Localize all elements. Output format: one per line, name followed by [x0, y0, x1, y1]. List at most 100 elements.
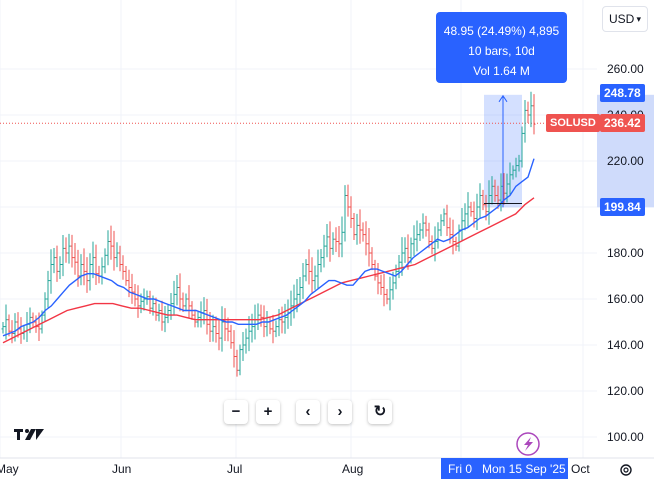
- currency-label: USD: [609, 12, 635, 26]
- reset-chart-button[interactable]: ↻: [368, 400, 392, 424]
- ohlc-bar: [241, 331, 245, 361]
- y-tick-label: 100.00: [607, 430, 644, 444]
- ohlc-bar: [298, 277, 302, 304]
- ohlc-bar: [466, 192, 470, 227]
- ohlc-bar: [166, 304, 170, 324]
- ohlc-bar: [412, 225, 416, 256]
- grid-lines: [0, 0, 654, 459]
- measure-tooltip: 48.95 (24.49%) 4,895 10 bars, 10d Vol 1.…: [436, 12, 567, 83]
- measure-arrow-head: [498, 94, 508, 103]
- last-price-label: 236.42: [600, 114, 645, 132]
- ohlc-bar: [328, 221, 332, 262]
- ohlc-bar: [316, 249, 320, 289]
- ohlc-bar: [226, 317, 230, 342]
- zoom-in-button[interactable]: +: [256, 400, 280, 424]
- y-tick-label: 140.00: [607, 338, 644, 352]
- ohlc-bar: [1, 322, 5, 334]
- ohlc-bar: [277, 309, 281, 337]
- ohlc-bar: [142, 288, 146, 311]
- ohlc-bar: [133, 283, 137, 307]
- ohlc-bar: [319, 249, 323, 273]
- ohlc-bar: [67, 233, 71, 264]
- ohlc-bar: [88, 253, 92, 291]
- ohlc-bar: [118, 245, 122, 272]
- currency-selector[interactable]: USD ▾: [602, 6, 648, 32]
- ohlc-bar: [244, 328, 248, 354]
- ohlc-bar: [178, 273, 182, 312]
- slow-moving-average: [2, 197, 535, 344]
- ohlc-bar: [283, 303, 287, 334]
- scroll-right-button[interactable]: ›: [328, 400, 352, 424]
- ohlc-bar: [445, 204, 449, 236]
- ohlc-bar: [421, 213, 425, 239]
- chevron-down-icon: ▾: [636, 14, 641, 24]
- ohlc-bar: [70, 234, 74, 268]
- lightning-icon[interactable]: [516, 432, 540, 456]
- ohlc-bar: [424, 215, 428, 237]
- ohlc-bar: [172, 280, 176, 316]
- ohlc-bar: [136, 285, 140, 318]
- ohlc-bar: [91, 241, 95, 279]
- ohlc-bar: [232, 330, 236, 368]
- ohlc-bar: [358, 209, 362, 244]
- ohlc-bar: [175, 274, 179, 306]
- ohlc-bar: [367, 227, 371, 267]
- ohlc-bar: [442, 208, 446, 227]
- ohlc-bar: [208, 311, 212, 342]
- x-tick-label: May: [0, 462, 19, 476]
- ohlc-bar: [265, 311, 269, 337]
- ohlc-bar: [100, 257, 104, 285]
- ohlc-bar: [55, 245, 59, 282]
- ohlc-bar: [34, 315, 38, 333]
- ohlc-bar: [517, 154, 521, 172]
- ohlc-bar: [487, 180, 491, 225]
- ohlc-bar: [262, 305, 266, 338]
- ohlc-bar: [127, 269, 131, 298]
- ohlc-bar: [307, 249, 311, 285]
- x-tick-label: Aug: [342, 462, 363, 476]
- ohlc-bar: [58, 256, 62, 279]
- ohlc-bar: [397, 255, 401, 279]
- ohlc-bar: [304, 259, 308, 282]
- ohlc-bar: [121, 255, 125, 280]
- ohlc-bar: [292, 284, 296, 319]
- ohlc-bar: [46, 270, 50, 308]
- ohlc-bar: [355, 213, 359, 245]
- ohlc-bar: [250, 313, 254, 343]
- ohlc-bar: [301, 262, 305, 299]
- y-range-highlight: [597, 94, 654, 208]
- ohlc-bar: [214, 316, 218, 343]
- low-price-label: 199.84: [600, 198, 645, 216]
- ohlc-bar: [79, 254, 83, 286]
- ohlc-bar: [325, 224, 329, 258]
- ohlc-bar: [52, 248, 56, 274]
- high-price-label: 248.78: [600, 84, 645, 102]
- x-axis-highlight: [441, 458, 568, 479]
- tooltip-bars: 10 bars, 10d: [468, 44, 535, 58]
- ohlc-bar: [64, 237, 68, 263]
- ohlc-bar: [199, 301, 203, 328]
- ohlc-bar: [154, 297, 158, 321]
- ohlc-bar: [388, 276, 392, 311]
- ohlc-bar: [109, 225, 113, 260]
- ohlc-bar: [346, 184, 350, 217]
- settings-gear-icon[interactable]: [620, 464, 632, 476]
- ohlc-bar: [493, 179, 497, 202]
- ohlc-bar: [385, 289, 389, 305]
- ohlc-bar: [4, 304, 8, 340]
- ohlc-bar: [361, 222, 365, 242]
- zoom-out-button[interactable]: −: [224, 400, 248, 424]
- scroll-left-button[interactable]: ‹: [296, 400, 320, 424]
- y-tick-label: 180.00: [607, 246, 644, 260]
- ohlc-bar: [31, 312, 35, 327]
- ohlc-bar: [334, 227, 338, 252]
- ohlc-bar: [514, 157, 518, 178]
- ohlc-bar: [433, 226, 437, 262]
- ohlc-bar: [475, 193, 479, 230]
- ohlc-bar: [256, 303, 260, 331]
- ohlc-bar: [280, 306, 284, 334]
- ohlc-bar: [364, 221, 368, 256]
- ohlc-bar: [463, 203, 467, 231]
- ohlc-bar: [124, 266, 128, 286]
